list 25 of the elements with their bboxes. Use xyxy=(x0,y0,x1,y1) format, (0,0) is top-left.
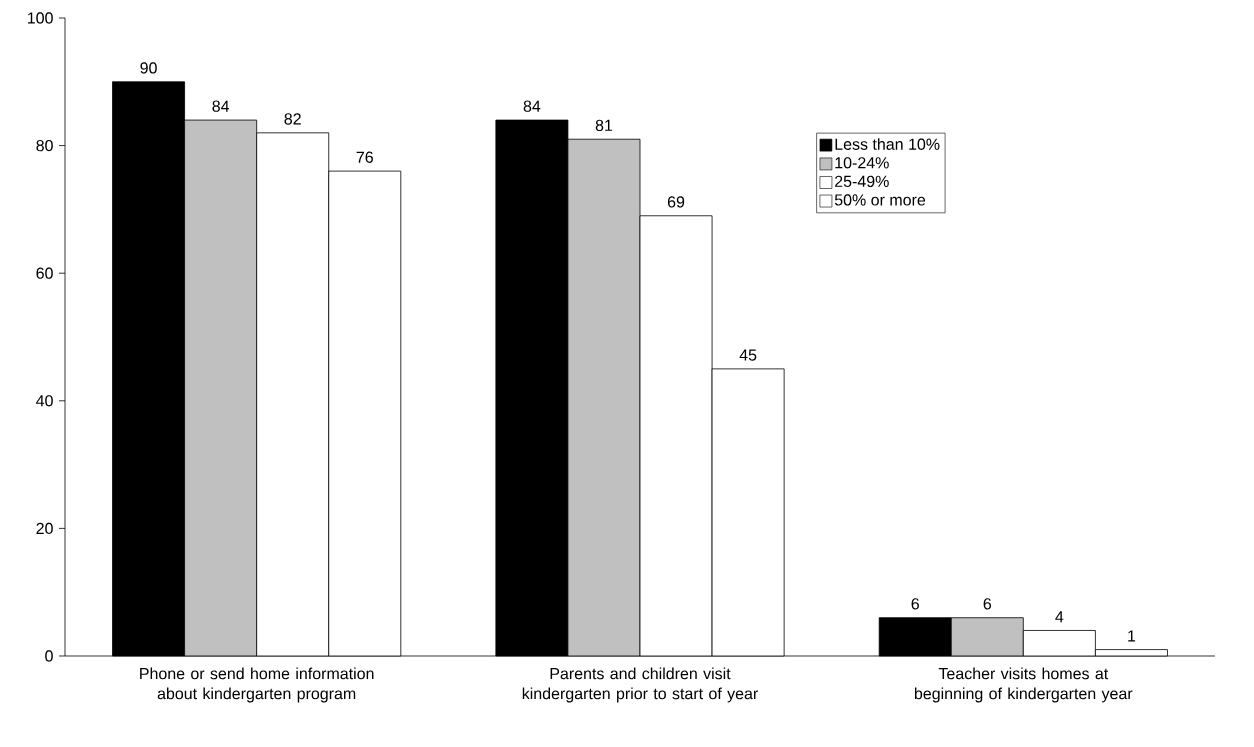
data-label: 76 xyxy=(356,151,373,163)
data-label: 82 xyxy=(284,113,301,125)
legend-label: Less than 10% xyxy=(835,138,940,150)
data-label: 84 xyxy=(523,100,541,112)
y-tick-label: 0 xyxy=(45,650,53,662)
data-label: 90 xyxy=(140,62,157,74)
data-label: 4 xyxy=(1055,611,1064,623)
x-tick-label: Parents and children visit kindergarten prior to start of year xyxy=(522,667,758,703)
data-label: 6 xyxy=(911,598,919,610)
legend-label: 10-24% xyxy=(835,157,889,169)
legend-label: 50% or more xyxy=(834,194,926,206)
data-label: 45 xyxy=(739,349,757,361)
y-tick-label: 20 xyxy=(36,522,53,535)
x-tick-label: Phone or send home information about kindergarten program xyxy=(140,667,374,703)
y-tick-label: 100 xyxy=(28,12,53,24)
legend-label: 25-49% xyxy=(835,175,889,188)
data-label: 84 xyxy=(212,100,230,112)
data-label: 1 xyxy=(1128,630,1136,642)
data-label: 81 xyxy=(595,119,613,132)
data-label: 69 xyxy=(667,196,685,208)
y-tick-label: 40 xyxy=(36,395,53,407)
data-label: 6 xyxy=(983,598,992,610)
y-tick-label: 60 xyxy=(36,267,53,279)
x-tick-label: Teacher visits homes at beginning of kindergarten year xyxy=(914,667,1133,703)
y-tick-label: 80 xyxy=(36,139,53,152)
